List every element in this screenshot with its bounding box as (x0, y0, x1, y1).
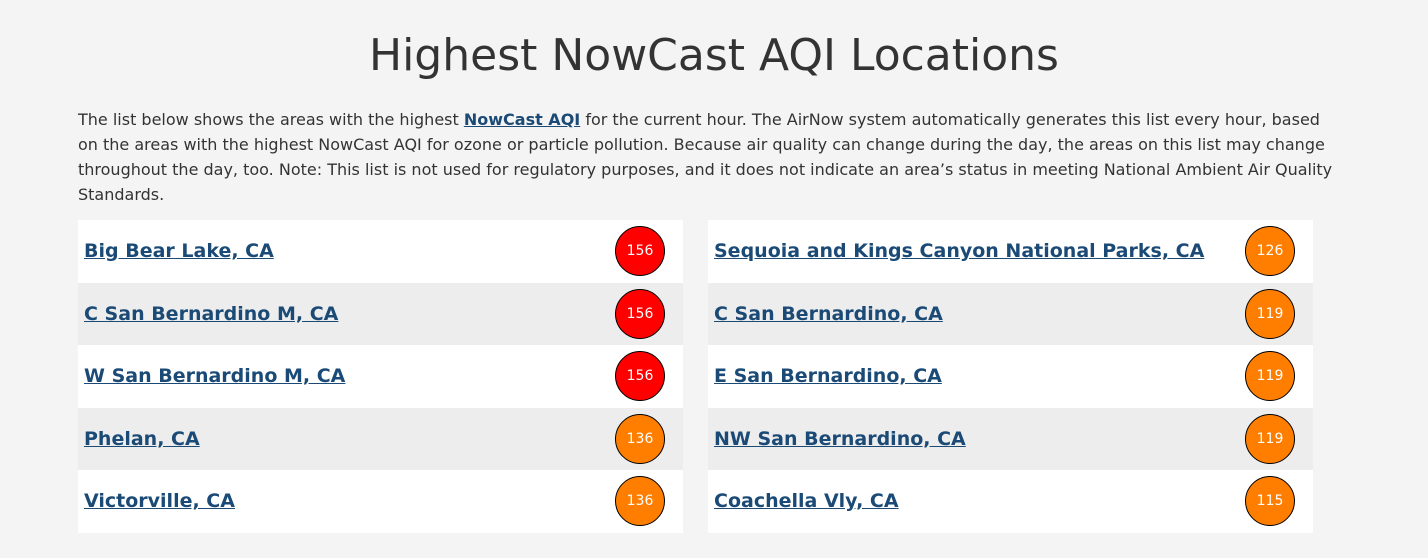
location-link[interactable]: NW San Bernardino, CA (714, 427, 966, 450)
intro-text: for the current hour. The AirNow system … (78, 110, 1333, 204)
location-row: NW San Bernardino, CA 119 (708, 407, 1313, 470)
location-list: Big Bear Lake, CA 156 C San Bernardino M, … (78, 220, 683, 533)
aqi-badge: 126 (1245, 226, 1295, 276)
location-row: W San Bernardino M, CA 156 (78, 345, 683, 408)
location-row: C San Bernardino M, CA 156 (78, 282, 683, 345)
location-row: E San Bernardino, CA 119 (708, 345, 1313, 408)
location-link[interactable]: Coachella Vly, CA (714, 490, 899, 512)
aqi-badge: 156 (615, 288, 665, 339)
aqi-badge: 136 (615, 413, 665, 464)
location-link[interactable]: Big Bear Lake, CA (84, 240, 274, 262)
aqi-badge: 115 (1245, 476, 1295, 526)
nowcast-link[interactable]: NowCast AQI (463, 110, 581, 129)
location-link[interactable]: Phelan, CA (84, 427, 200, 450)
location-link[interactable]: W San Bernardino M, CA (84, 365, 346, 387)
page-title: Highest NowCast AQI Locations (369, 30, 1059, 81)
intro-text: The list below shows the areas with the … (78, 110, 464, 129)
location-link[interactable]: E San Bernardino, CA (714, 365, 942, 387)
location-row: Phelan, CA 136 (78, 407, 683, 470)
location-link[interactable]: C San Bernardino M, CA (84, 302, 339, 325)
intro: The list below shows the areas with the … (78, 107, 1343, 207)
aqi-badge: 119 (1245, 288, 1295, 339)
location-row: Sequoia and Kings Canyon National Parks,… (708, 220, 1313, 283)
location-row: Big Bear Lake, CA 156 (78, 220, 683, 283)
location-row: Coachella Vly, CA 115 (708, 470, 1313, 533)
location-link[interactable]: C San Bernardino, CA (714, 302, 943, 325)
aqi-badge: 156 (615, 226, 665, 276)
location-row: Victorville, CA 136 (78, 470, 683, 533)
aqi-badge: 119 (1245, 351, 1295, 401)
location-link[interactable]: Victorville, CA (84, 490, 235, 512)
aqi-badge: 156 (615, 351, 665, 401)
location-link[interactable]: Sequoia and Kings Canyon National Parks,… (714, 240, 1205, 262)
location-list: Sequoia and Kings Canyon National Parks,… (708, 220, 1313, 533)
aqi-badge: 119 (1245, 413, 1295, 464)
aqi-badge: 136 (615, 476, 665, 526)
location-row: C San Bernardino, CA 119 (708, 282, 1313, 345)
